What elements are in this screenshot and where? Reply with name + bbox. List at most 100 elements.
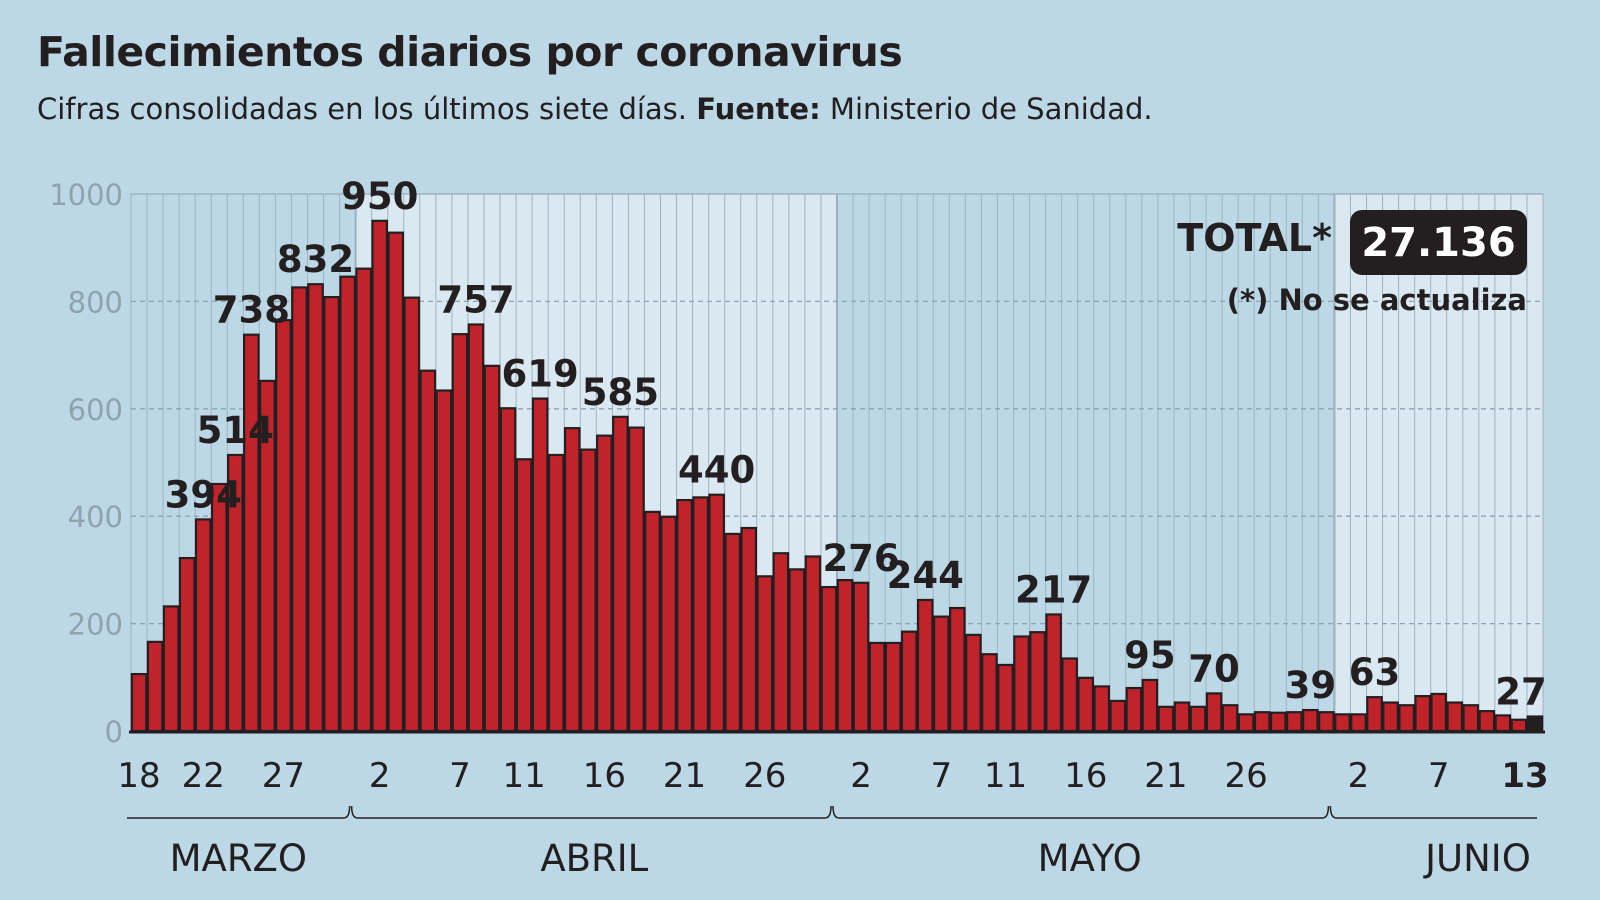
bar: [1430, 692, 1448, 733]
month-bracket: [1329, 805, 1537, 819]
bar: [612, 415, 629, 733]
x-tick-label: 21: [1144, 756, 1187, 796]
bar: [1045, 613, 1062, 733]
bar: [1446, 701, 1464, 733]
source-name: Ministerio de Sanidad.: [829, 92, 1153, 126]
bar: [483, 364, 501, 733]
bar: [628, 426, 645, 733]
bar: [949, 606, 966, 733]
bar: [932, 615, 950, 733]
bar: [788, 568, 806, 733]
bar: [820, 585, 838, 733]
x-tick-label: 22: [182, 756, 225, 796]
bar: [291, 286, 308, 733]
bar: [1109, 699, 1127, 733]
source-label: Fuente:: [696, 92, 821, 126]
x-tick-label: 21: [663, 756, 706, 796]
bar: [884, 641, 902, 733]
bar: [210, 482, 228, 733]
x-tick-label: 11: [984, 756, 1027, 796]
value-label: 440: [678, 449, 755, 492]
value-label: 832: [277, 238, 354, 281]
bar: [194, 518, 212, 733]
bar: [419, 369, 437, 733]
value-label: 70: [1188, 647, 1240, 690]
total-label: TOTAL*: [1177, 216, 1332, 260]
x-tick-label: 11: [502, 756, 545, 796]
x-tick-label: 2: [369, 756, 391, 796]
bar: [756, 575, 774, 733]
value-label: 95: [1124, 634, 1176, 677]
x-tick-label: 26: [743, 756, 786, 796]
bar: [1462, 704, 1480, 733]
value-label: 619: [502, 353, 579, 396]
bar: [1398, 704, 1415, 733]
value-label: 585: [582, 371, 659, 414]
bar: [130, 672, 148, 733]
bar: [275, 319, 292, 733]
month-bracket: [350, 805, 832, 819]
x-tick-label: 2: [850, 756, 872, 796]
month-band: [1334, 194, 1543, 731]
bar: [692, 496, 709, 733]
bar: [579, 448, 597, 733]
bar: [900, 630, 918, 733]
bar: [178, 556, 196, 733]
bar: [146, 640, 164, 733]
bar: [916, 598, 934, 733]
bar: [1141, 678, 1159, 733]
bar: [531, 397, 549, 733]
x-tick-label: 16: [1064, 756, 1107, 796]
x-tick-label: 7: [449, 756, 471, 796]
x-tick-label: 7: [930, 756, 952, 796]
bar: [243, 333, 260, 733]
bar: [1302, 708, 1319, 733]
bar: [740, 526, 758, 733]
bar: [1173, 701, 1191, 733]
bar: [1269, 711, 1287, 733]
bar: [1061, 657, 1078, 733]
x-tick-label: 27: [262, 756, 305, 796]
bar: [1205, 692, 1223, 733]
bar: [660, 515, 677, 733]
y-tick-label: 1000: [49, 178, 123, 212]
bar: [852, 581, 870, 733]
month-label: JUNIO: [1423, 837, 1531, 880]
bar: [644, 510, 661, 733]
bar: [1189, 705, 1207, 733]
value-label: 950: [341, 175, 418, 218]
x-tick-label: 13: [1501, 756, 1548, 796]
chart-subtitle: Cifras consolidadas en los últimos siete…: [37, 92, 1153, 126]
total-footnote: (*) No se actualiza: [1226, 283, 1527, 317]
y-tick-label: 200: [68, 608, 123, 642]
bar: [162, 605, 180, 733]
bar: [1093, 685, 1111, 733]
bar: [1526, 715, 1544, 733]
bar: [1414, 694, 1431, 733]
month-label: MARZO: [170, 837, 307, 880]
bar: [708, 493, 725, 733]
bar: [1077, 676, 1095, 733]
value-label: 244: [887, 554, 964, 597]
x-tick-label: 26: [1225, 756, 1268, 796]
total-value-badge: 27.136: [1350, 210, 1527, 275]
bar: [724, 532, 742, 733]
month-label: ABRIL: [540, 837, 648, 880]
value-label: 738: [213, 289, 290, 332]
bar: [1157, 705, 1175, 733]
x-tick-label: 18: [117, 756, 160, 796]
bar: [1221, 704, 1239, 733]
y-tick-label: 400: [68, 500, 123, 534]
y-tick-label: 600: [68, 393, 123, 427]
bar: [1366, 696, 1383, 733]
value-label: 63: [1349, 651, 1401, 694]
bar: [451, 333, 469, 733]
bar: [467, 323, 485, 733]
bar: [387, 231, 405, 733]
bar: [1285, 711, 1303, 733]
bar: [1013, 635, 1030, 733]
bar: [1494, 714, 1512, 733]
subtitle-text: Cifras consolidadas en los últimos siete…: [37, 92, 688, 126]
bar: [1478, 710, 1496, 733]
